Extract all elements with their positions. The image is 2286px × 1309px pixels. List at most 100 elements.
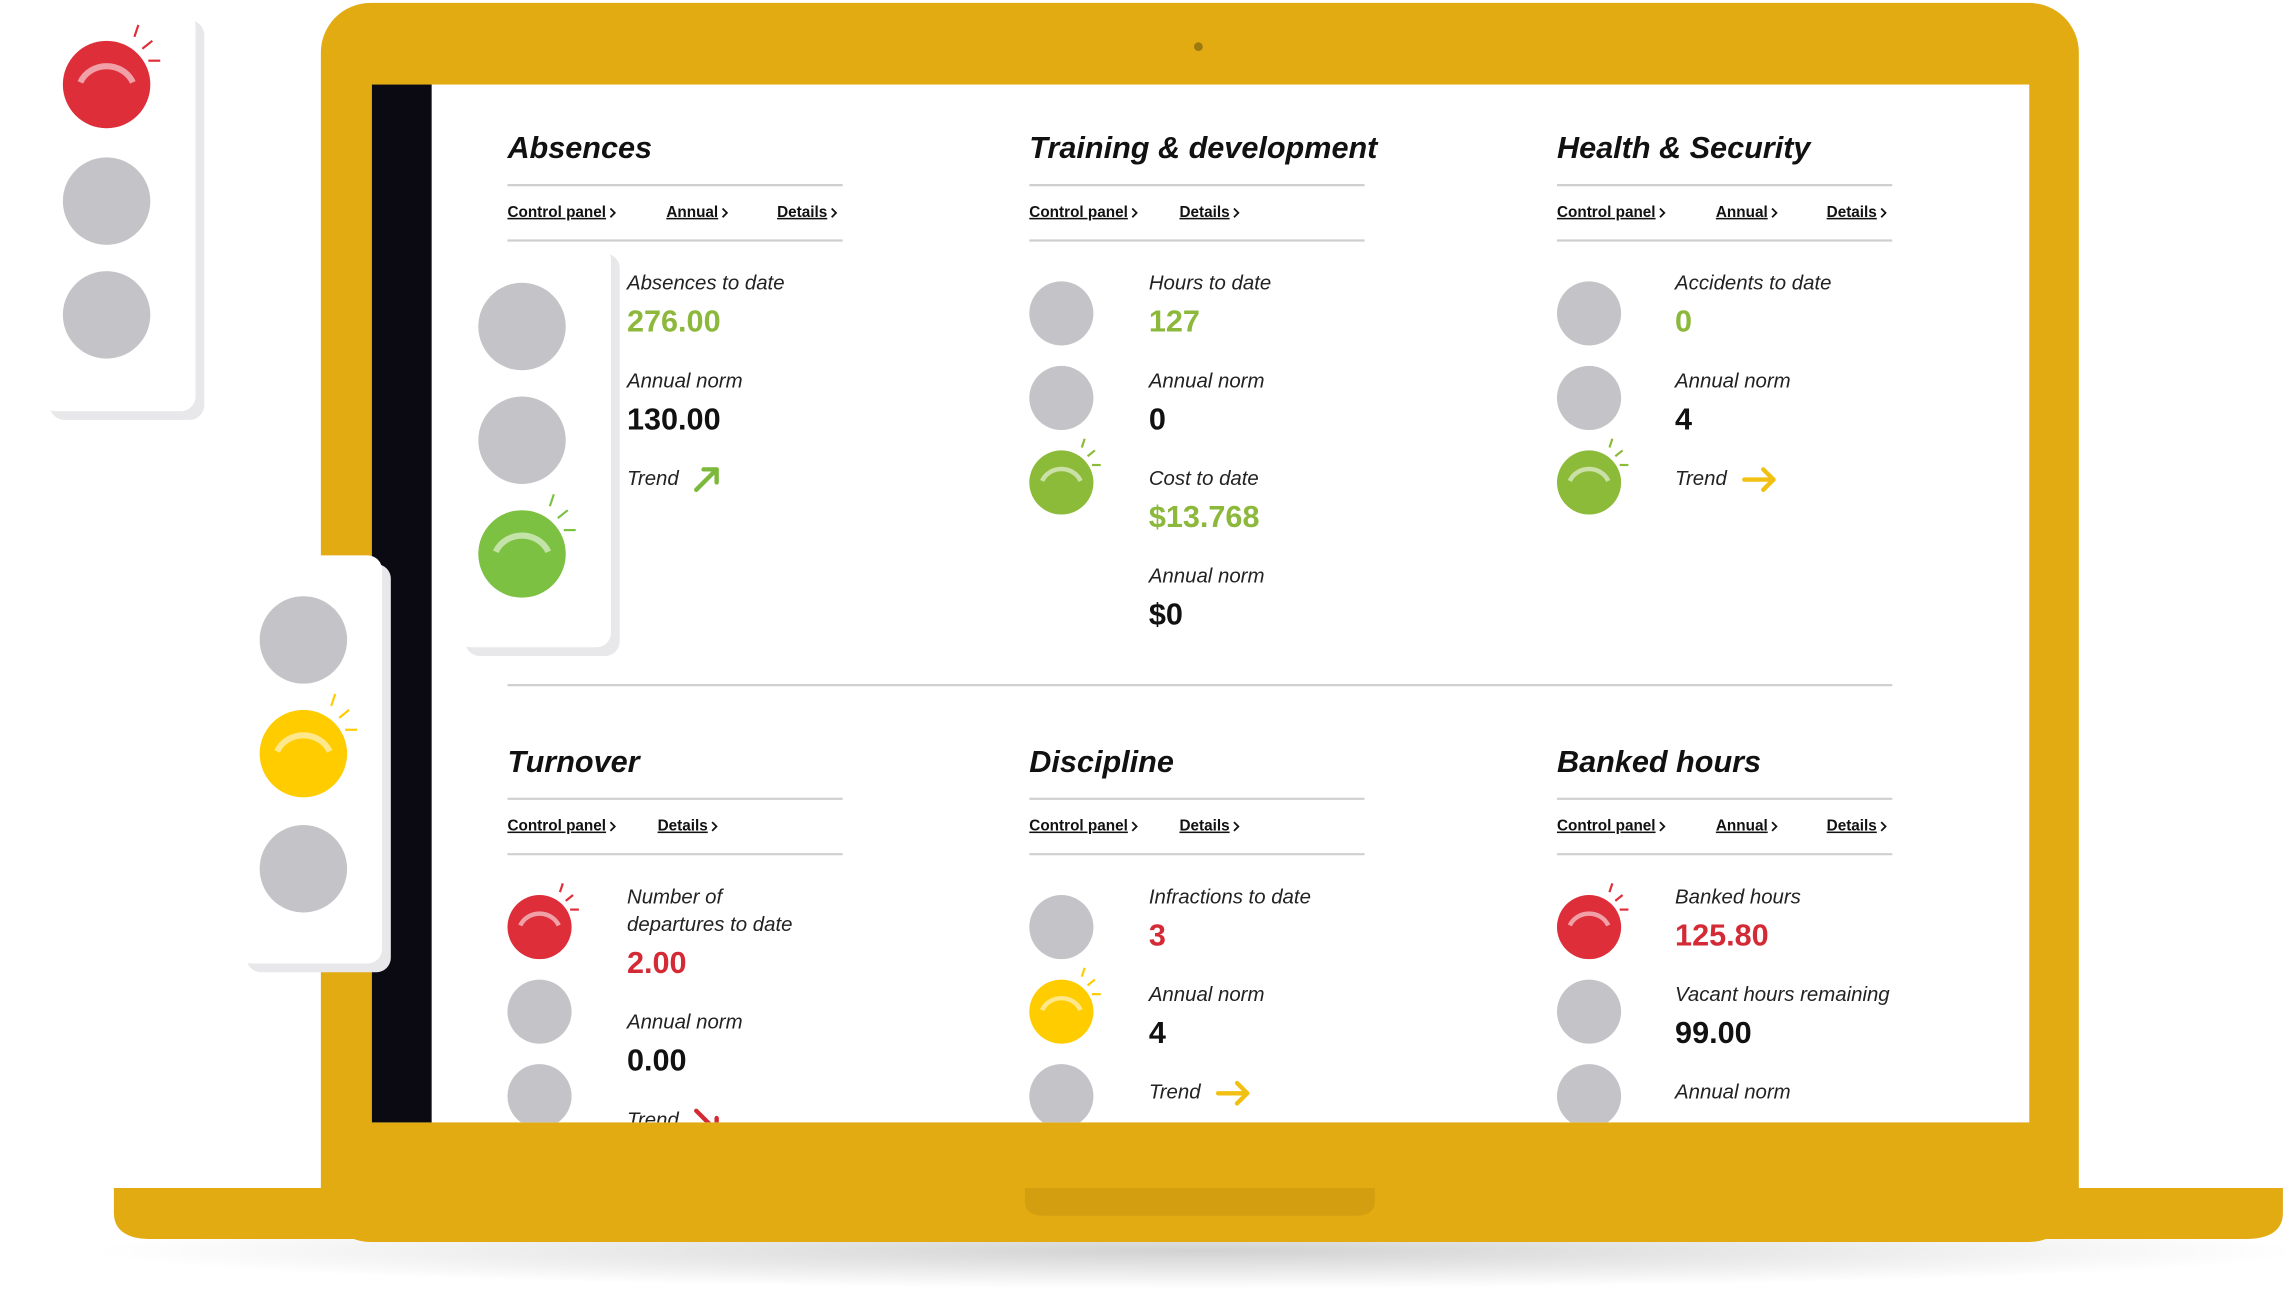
traffic-light [1556, 450, 1622, 515]
nav-link[interactable]: Annual [1716, 818, 1768, 835]
metric-label: Trend [627, 1109, 679, 1131]
base-notch [1024, 1188, 1375, 1216]
panel: Turnover Control panel Details Number of dep… [507, 745, 843, 1131]
trend-arrow [1215, 1080, 1250, 1106]
panel-title: Health & Security [1557, 131, 1812, 165]
panel-title: Discipline [1029, 745, 1174, 779]
panel-title: Training & development [1029, 131, 1379, 165]
link-chevron [609, 821, 617, 832]
nav-link[interactable]: Control panel [1557, 204, 1656, 221]
dashboard: Absences Control panel Annual Details Absenc… [506, 131, 1893, 1131]
metric-label: Annual norm [1148, 984, 1265, 1006]
traffic-light [62, 271, 151, 359]
light-glare [565, 894, 574, 902]
link-chevron [1233, 207, 1240, 218]
light-highlight [518, 911, 561, 927]
link-chevron [1771, 821, 1778, 832]
traffic-light [1556, 281, 1622, 346]
nav-link[interactable]: Control panel [507, 818, 606, 835]
floating-lights [40, 11, 620, 973]
nav-link[interactable]: Details [658, 818, 708, 835]
metric-label: Trend [1675, 468, 1727, 490]
panel-title: Turnover [507, 745, 641, 779]
metric-value: 0.00 [627, 1044, 687, 1078]
metric-label: Trend [1149, 1082, 1201, 1104]
metric-value: $13.768 [1149, 500, 1260, 534]
metric-label: Annual norm [1674, 370, 1791, 392]
link-chevron [1880, 207, 1887, 218]
metric-label: departures to date [627, 914, 793, 936]
metric-label: Absences to date [626, 273, 785, 295]
metric-label: Accidents to date [1674, 273, 1831, 295]
panel: Health & Security Control panel Annual Deta… [1556, 131, 1893, 515]
traffic-light [478, 396, 566, 484]
light-glare [1608, 438, 1614, 448]
link-chevron [1659, 207, 1666, 218]
traffic-light [1556, 979, 1622, 1044]
traffic-light [478, 282, 566, 371]
traffic-light [478, 510, 566, 598]
traffic-light [259, 596, 348, 684]
arrow-head [701, 467, 719, 485]
link-chevron [1131, 207, 1138, 218]
metric-label: Annual norm [1148, 566, 1265, 588]
metric-label: Annual norm [1148, 370, 1265, 392]
panel: Training & development Control panel Detai… [1029, 131, 1379, 632]
metric-value: 125.80 [1675, 918, 1769, 952]
metric-value: $0 [1149, 598, 1183, 632]
light-highlight [77, 63, 136, 84]
light-glare [1086, 978, 1096, 987]
arrow-head [1761, 467, 1776, 492]
traffic-light [1029, 979, 1094, 1044]
metric-label: Cost to date [1149, 468, 1259, 490]
metric-label: Number of [627, 886, 725, 908]
nav-link[interactable]: Annual [666, 204, 718, 221]
light-highlight [1567, 911, 1611, 927]
metric-label: Banked hours [1675, 886, 1801, 908]
metric-value: 127 [1149, 305, 1200, 339]
nav-link[interactable]: Details [1827, 818, 1877, 835]
link-chevron [1131, 821, 1138, 832]
metric-label: Annual norm [626, 370, 743, 392]
light-highlight [1040, 996, 1083, 1012]
camera [1194, 42, 1203, 52]
traffic-light [1029, 281, 1094, 346]
nav-link[interactable]: Control panel [507, 204, 606, 221]
link-chevron [711, 821, 718, 832]
light-glare [1080, 967, 1086, 977]
traffic-light [62, 40, 151, 129]
screen [371, 84, 2030, 1123]
light-glare [141, 39, 153, 50]
metric-label: Trend [627, 468, 679, 490]
nav-link[interactable]: Details [1827, 204, 1877, 221]
trend-arrow [694, 467, 719, 492]
nav-link[interactable]: Control panel [1029, 204, 1128, 221]
metric-label: Vacant hours remaining [1675, 984, 1890, 1006]
link-chevron [1233, 821, 1240, 832]
nav-link[interactable]: Details [777, 204, 827, 221]
link-chevron [1659, 821, 1666, 832]
light-highlight [1567, 466, 1611, 482]
arrow-head [1234, 1080, 1250, 1106]
panel: Absences Control panel Annual Details Absenc… [506, 131, 843, 492]
traffic-light [259, 709, 348, 798]
metric-value: 2.00 [627, 946, 687, 980]
light-highlight [274, 732, 333, 753]
nav-link[interactable]: Details [1179, 818, 1229, 835]
nav-link[interactable]: Annual [1716, 204, 1768, 221]
traffic-light [507, 895, 572, 960]
link-chevron [1771, 207, 1778, 218]
light-glare [548, 493, 555, 507]
metric-value: 99.00 [1675, 1016, 1752, 1050]
nav-link[interactable]: Details [1179, 204, 1229, 221]
nav-link[interactable]: Control panel [1029, 818, 1128, 835]
traffic-light [1029, 895, 1094, 960]
metric-label: Annual norm [626, 1012, 743, 1034]
light-glare [1614, 449, 1624, 458]
light-glare [557, 509, 569, 519]
nav-link[interactable]: Control panel [1557, 818, 1656, 835]
light-glare [133, 24, 140, 38]
metric-value: 3 [1149, 918, 1166, 952]
